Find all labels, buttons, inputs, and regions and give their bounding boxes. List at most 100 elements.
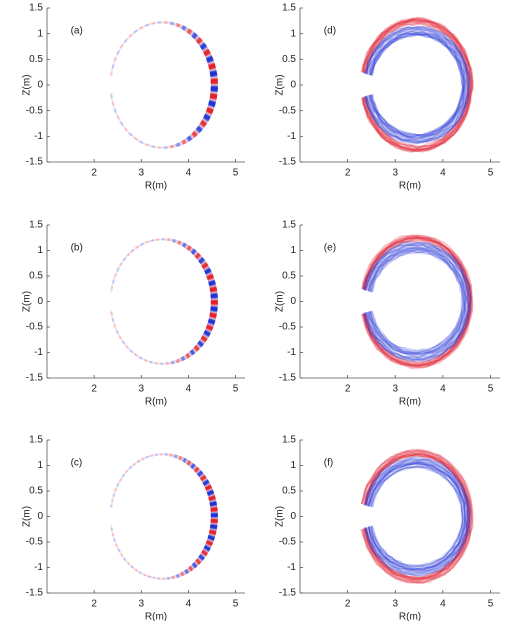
mode-stripe [180,140,184,145]
mode-stripe [135,29,138,33]
mode-stripe [124,39,128,42]
mode-stripe [187,246,192,251]
mode-stripe [199,123,205,129]
mode-stripe [119,46,122,50]
mode-stripe [118,264,122,268]
mode-stripe [181,242,185,247]
mode-stripe [182,571,186,576]
mode-stripe [171,144,174,149]
mode-stripe [125,470,128,474]
mode-contour [370,34,464,136]
mode-stripe [209,500,217,504]
mode-stripe [182,356,186,361]
mode-stripe [191,564,196,570]
mode-stripe [111,497,114,501]
mode-stripe [188,135,193,140]
mode-stripe [201,335,208,341]
mode-stripe [176,240,180,244]
mode-stripe [126,560,129,564]
mode-stripe [138,356,141,359]
mode-stripe [181,457,185,462]
mode-stripe [183,139,187,144]
mode-stripe [120,553,124,557]
y-tick-label: 1 [37,28,43,39]
mode-contour [363,236,472,366]
mode-stripe [123,40,126,44]
mode-stripe [178,240,181,245]
mode-contour [364,244,470,360]
mode-stripe [183,355,187,360]
mode-contour [371,251,463,352]
mode-stripe [113,539,117,543]
mode-stripe [209,68,217,72]
mode-contour [363,242,471,361]
mode-contour [360,448,474,584]
mode-contour [367,246,467,358]
mode-stripe [139,571,142,574]
mode-stripe [204,329,211,335]
mode-stripe [208,533,216,538]
mode-stripe [146,143,149,146]
mode-stripe [126,345,129,349]
mode-stripe [129,349,133,353]
mode-stripe [186,353,190,358]
mode-stripe [182,25,186,30]
mode-stripe [140,458,143,461]
mode-stripe [207,105,215,109]
y-tick-label: 1 [37,245,43,256]
mode-stripe [121,555,124,558]
mode-stripe [142,142,145,145]
mode-stripe [130,565,134,569]
mode-stripe [115,485,119,488]
y-tick-label: -0.5 [26,537,44,548]
mode-stripe [189,565,194,571]
mode-contour [364,244,470,359]
mode-stripe [115,330,119,333]
mode-stripe [124,39,127,43]
mode-contour [363,237,472,368]
mode-stripe [131,248,135,252]
mode-stripe [118,334,121,338]
mode-stripe [134,246,137,250]
mode-stripe [133,352,136,356]
mode-stripe [196,255,202,261]
mode-stripe [113,109,117,112]
mode-contour [370,250,465,353]
mode-stripe [119,263,122,266]
mode-contour [370,251,464,352]
mode-stripe [202,548,209,554]
x-axis-label: R(m) [399,612,421,621]
mode-stripe [119,477,123,481]
mode-stripe [116,484,119,488]
mode-contour [364,239,469,365]
mode-stripe [111,66,114,69]
mode-stripe [128,466,132,470]
mode-contour [361,450,473,584]
mode-stripe [184,243,189,249]
mode-stripe [112,280,115,283]
mode-stripe [130,134,134,138]
mode-stripe [179,357,183,362]
mode-stripe [143,142,146,146]
mode-stripe [121,340,125,344]
mode-stripe [126,561,130,565]
mode-contour [364,454,470,580]
mode-stripe [198,340,205,346]
mode-stripe [207,278,215,283]
mode-contour [363,242,471,361]
mode-stripe [190,463,195,468]
mode-contour [362,18,472,152]
mode-stripe [190,31,195,37]
mode-stripe [111,67,114,70]
mode-stripe [170,238,173,242]
mode-stripe [204,484,212,489]
mode-stripe [205,328,212,333]
mode-contour [370,465,465,568]
mode-stripe [112,537,116,540]
mode-stripe [125,128,128,132]
mode-stripe [184,27,189,32]
mode-contour [369,249,465,354]
mode-stripe [204,544,212,549]
mode-contour [364,457,470,576]
mode-stripe [114,55,118,59]
